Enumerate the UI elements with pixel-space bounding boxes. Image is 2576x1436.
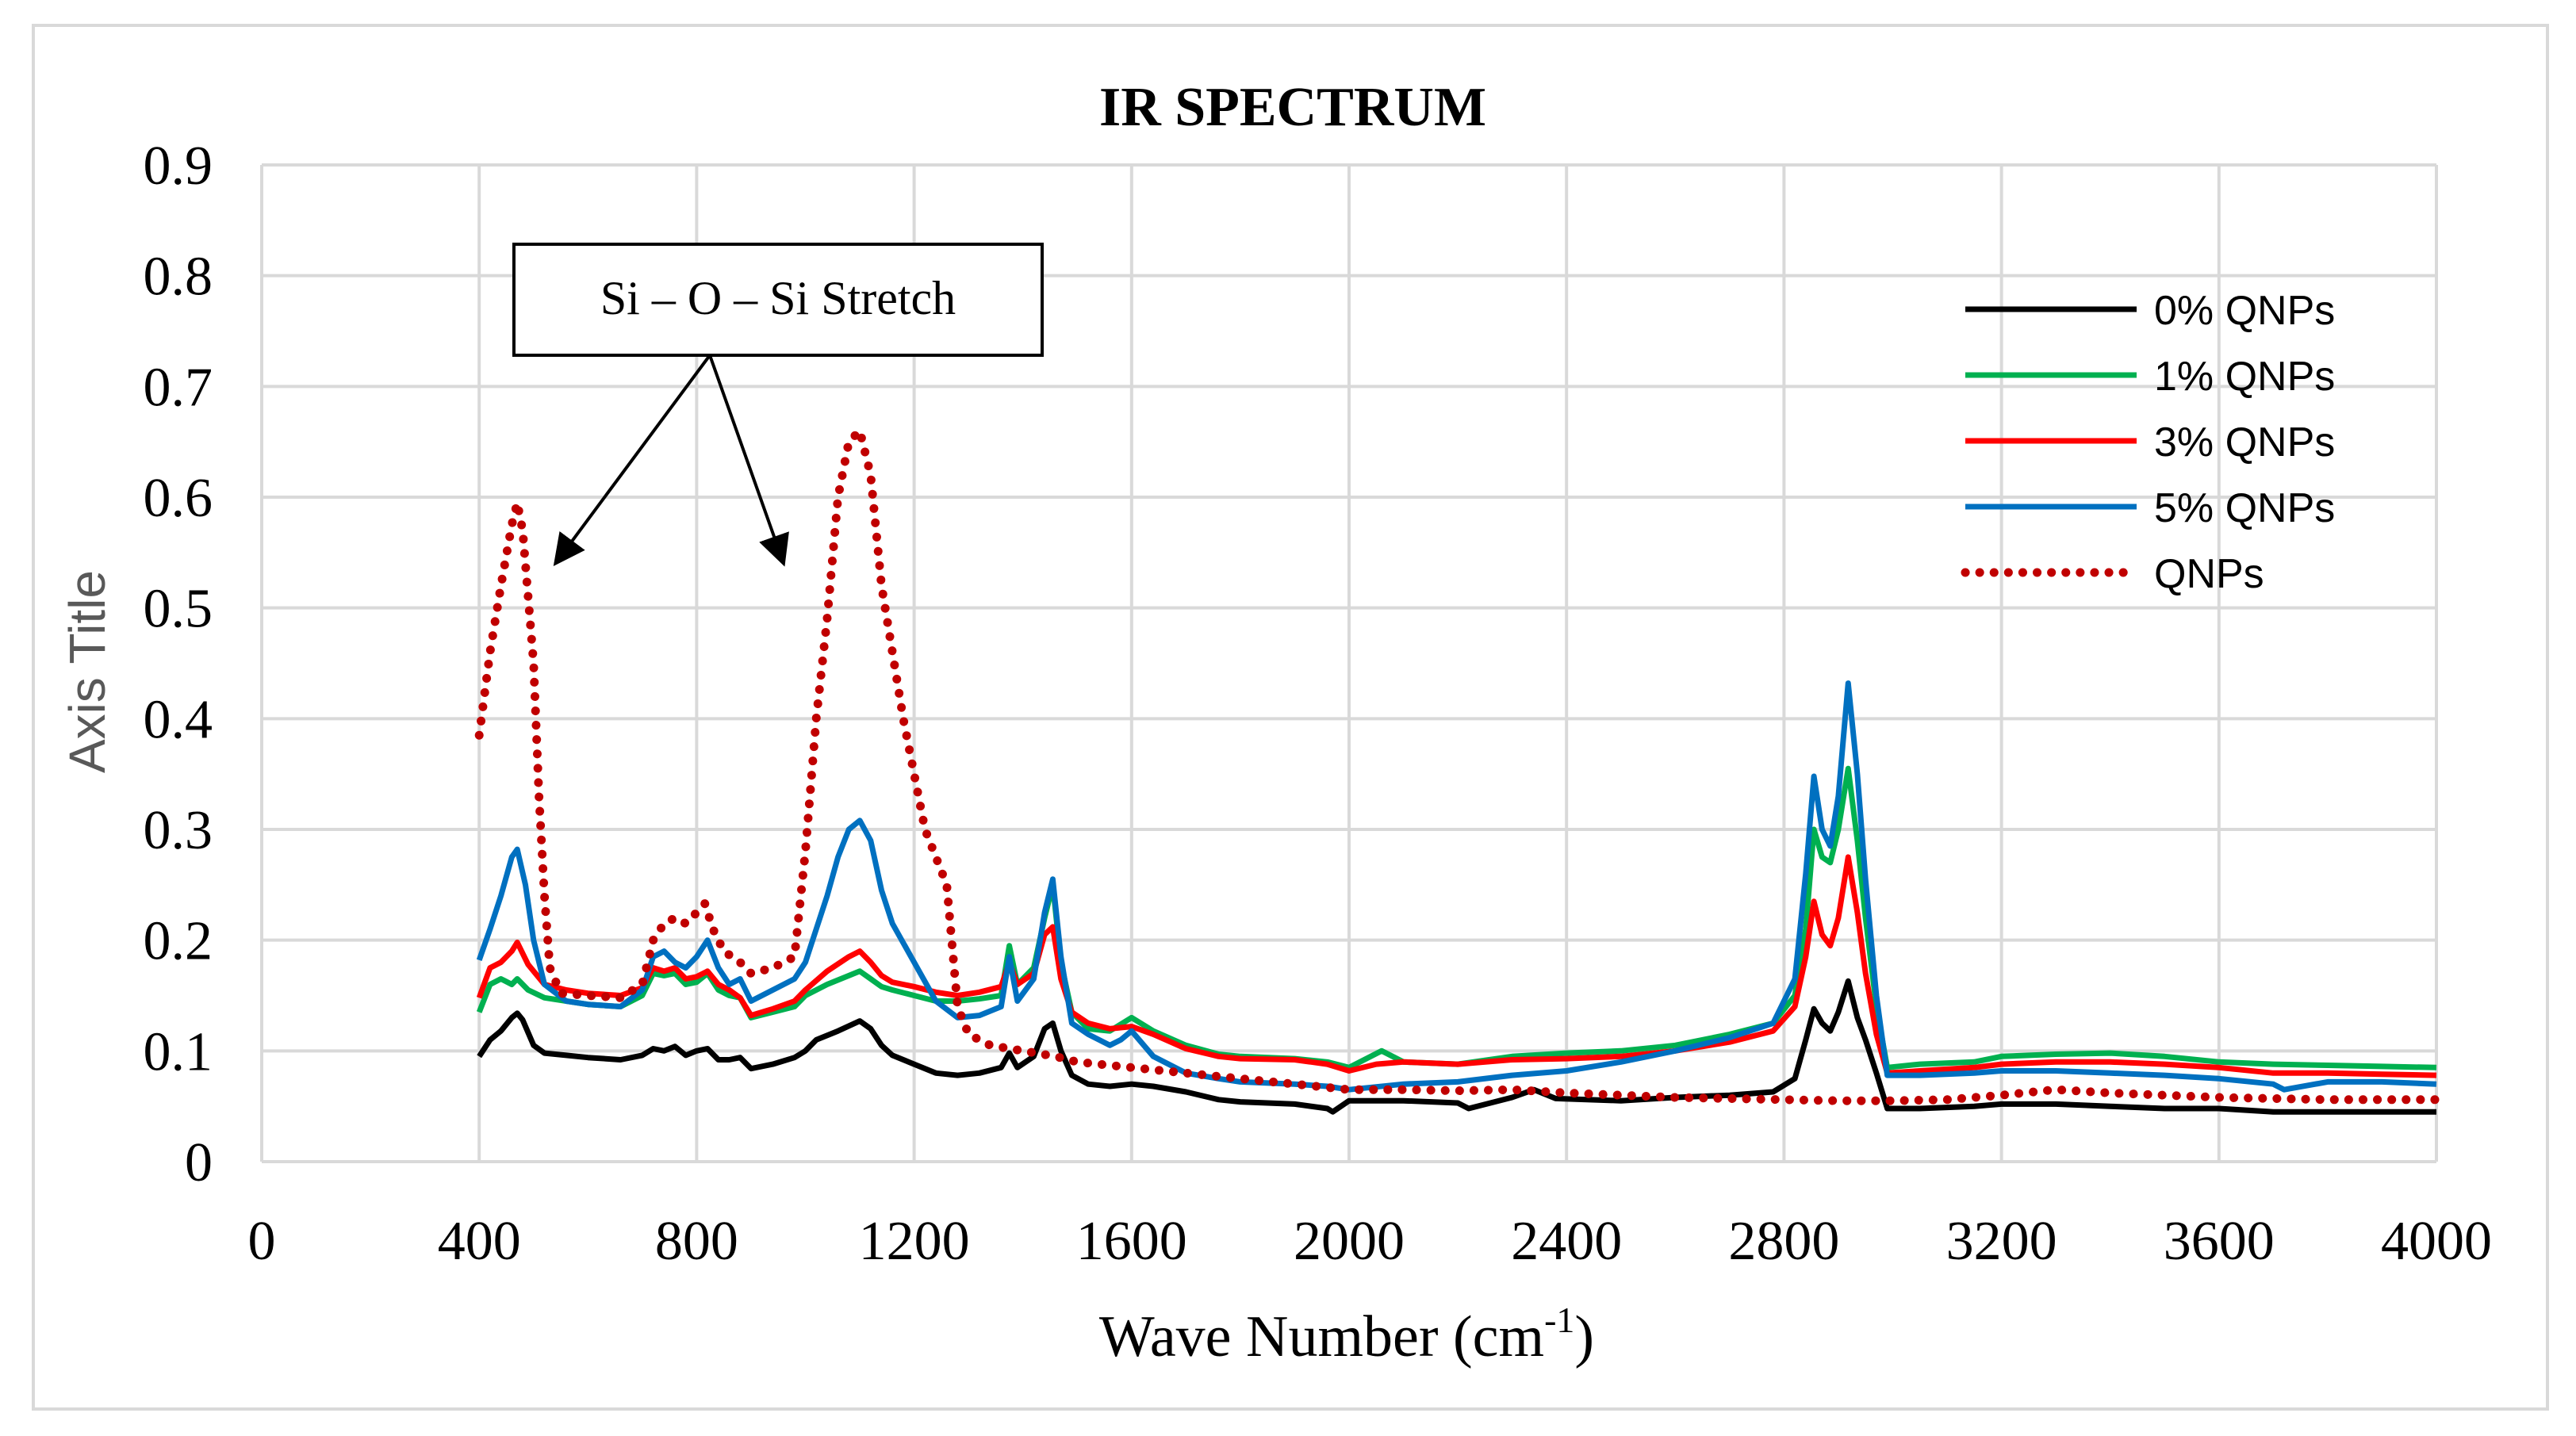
y-tick-label: 0.2: [144, 911, 213, 972]
x-tick-label: 400: [438, 1211, 521, 1272]
x-tick-label: 4000: [2381, 1211, 2492, 1272]
legend: 0% QNPs 1% QNPs 3% QNPs 5% QNPs QNPs: [1961, 288, 2335, 597]
x-tick-label: 3200: [1946, 1211, 2057, 1272]
y-tick-label: 0.6: [144, 468, 213, 529]
y-tick-label: 0.5: [144, 579, 213, 640]
y-axis-label: Axis Title: [59, 570, 116, 773]
legend-label: 5% QNPs: [2154, 485, 2335, 531]
series-lines: [474, 426, 2441, 1115]
annotation-box: [512, 243, 1044, 357]
x-axis-label-main: Wave Number (cm: [1099, 1304, 1544, 1369]
y-tick-label: 0.8: [144, 247, 213, 308]
x-tick-label: 2800: [1728, 1211, 1839, 1272]
annotation-text: Si – O – Si Stretch: [600, 272, 956, 324]
x-axis-label-superscript: -1: [1544, 1300, 1574, 1340]
y-tick-labels: 0 0.1 0.2 0.3 0.4 0.5 0.6 0.7 0.8 0.9: [144, 136, 213, 1193]
legend-label: 3% QNPs: [2154, 419, 2335, 465]
x-tick-label: 3600: [2164, 1211, 2275, 1272]
series-line-qnps: [474, 426, 2441, 1105]
grid-lines: [262, 163, 2438, 1162]
x-tick-label: 1200: [859, 1211, 970, 1272]
legend-label: 0% QNPs: [2154, 288, 2335, 334]
chart-title: IR SPECTRUM: [1099, 77, 1486, 138]
x-tick-label: 1600: [1076, 1211, 1187, 1272]
x-axis-label-suffix: ): [1574, 1304, 1594, 1369]
series-line-0-qnps: [477, 978, 2436, 1115]
x-tick-label: 2400: [1511, 1211, 1622, 1272]
y-tick-label: 0.9: [144, 136, 213, 197]
y-tick-label: 0.7: [144, 357, 213, 418]
y-tick-label: 0.3: [144, 800, 213, 861]
legend-label: 1% QNPs: [2154, 354, 2335, 400]
y-tick-label: 0.4: [144, 689, 213, 750]
y-tick-label: 0.1: [144, 1021, 213, 1082]
y-tick-label: 0: [185, 1132, 213, 1193]
x-tick-labels: 0 400 800 1200 1600 2000 2400 2800 3200 3600 4000: [248, 1211, 2493, 1272]
x-axis-label: Wave Number (cm-1): [1099, 1300, 1594, 1369]
x-tick-label: 0: [248, 1211, 276, 1272]
legend-label: QNPs: [2154, 551, 2264, 597]
series-line-5-qnps: [476, 680, 2437, 1093]
annotation-arrow-1: [553, 354, 711, 567]
x-tick-label: 800: [655, 1211, 738, 1272]
x-tick-label: 2000: [1294, 1211, 1405, 1272]
axes: [260, 165, 2436, 1163]
annotation: Si – O – Si Stretch: [512, 243, 1044, 567]
annotation-arrow-2: [708, 354, 789, 567]
